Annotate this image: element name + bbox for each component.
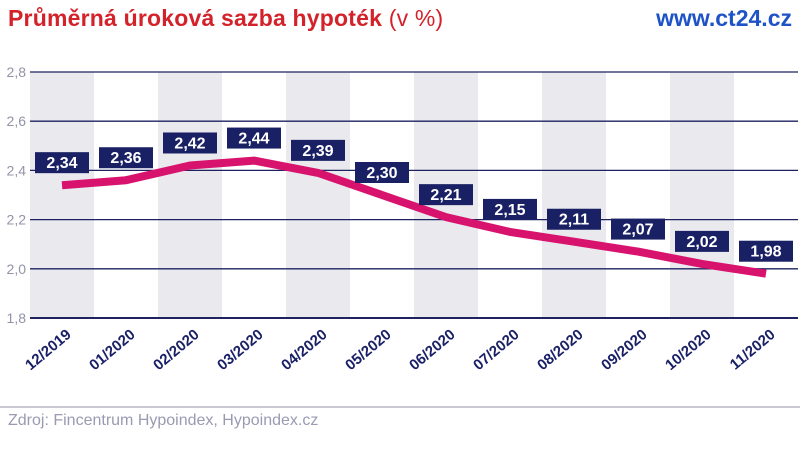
chart-stripe (158, 72, 222, 318)
value-label-box (739, 240, 793, 262)
rate-line (61, 156, 767, 278)
value-label: 2,42 (174, 135, 205, 152)
chart-stripe (30, 72, 94, 318)
x-tick-label: 01/2020 (86, 326, 138, 374)
y-tick-label: 1,8 (7, 310, 27, 326)
value-label: 2,07 (622, 222, 653, 239)
value-label: 2,30 (366, 165, 397, 182)
value-label: 2,21 (430, 187, 461, 204)
value-label: 2,39 (302, 143, 333, 160)
value-label-box (355, 162, 409, 183)
value-label-box (163, 132, 217, 154)
x-tick-label: 12/2019 (22, 326, 74, 374)
x-tick-label: 04/2020 (278, 326, 330, 374)
x-tick-label: 05/2020 (342, 326, 394, 374)
x-tick-label: 02/2020 (150, 326, 202, 374)
y-tick-label: 2,0 (7, 261, 27, 277)
y-tick-label: 2,8 (7, 64, 27, 80)
x-tick-label: 08/2020 (534, 326, 586, 374)
value-label-box (227, 127, 281, 149)
x-tick-label: 09/2020 (598, 326, 650, 374)
x-tick-label: 10/2020 (662, 326, 714, 374)
value-label-box (35, 152, 89, 174)
y-tick-label: 2,4 (7, 162, 27, 178)
value-label: 2,34 (46, 155, 77, 172)
value-label-box (291, 139, 345, 161)
y-tick-label: 2,2 (7, 212, 27, 228)
value-label-box (675, 230, 729, 252)
chart-stripe (542, 72, 606, 318)
value-label-box (483, 198, 537, 220)
footer-divider (0, 406, 800, 408)
value-label: 2,15 (494, 202, 525, 219)
value-label: 2,11 (559, 212, 589, 229)
chart-stripe (286, 72, 350, 318)
value-label-box (419, 184, 473, 206)
value-label-box (547, 208, 601, 230)
source-credit: Zdroj: Fincentrum Hypoindex, Hypoindex.c… (8, 412, 319, 429)
value-label: 2,02 (686, 234, 717, 251)
page-title-main: Průměrná úroková sazba hypoték (8, 5, 383, 31)
value-label: 2,36 (110, 150, 141, 167)
x-tick-label: 06/2020 (406, 326, 458, 374)
x-tick-label: 07/2020 (470, 326, 522, 374)
value-label: 1,98 (750, 244, 781, 261)
y-tick-label: 2,6 (7, 113, 27, 129)
chart-stripe (670, 72, 734, 318)
page-title-unit: (v %) (382, 5, 444, 31)
x-tick-label: 11/2020 (727, 326, 779, 373)
page-title: Průměrná úroková sazba hypoték (v %) (8, 5, 443, 32)
site-logo: www.ct24.cz (656, 5, 792, 31)
x-tick-label: 03/2020 (214, 326, 266, 374)
header: Průměrná úroková sazba hypoték (v %) www… (8, 5, 792, 32)
value-label-box (99, 147, 153, 169)
value-label-box (611, 218, 665, 240)
value-label: 2,44 (238, 131, 269, 148)
